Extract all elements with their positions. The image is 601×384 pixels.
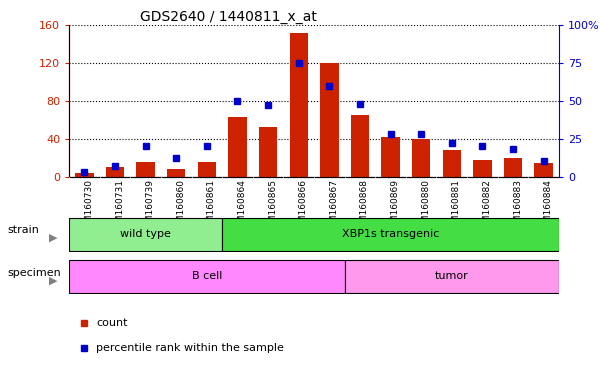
Text: GSM160866: GSM160866 xyxy=(299,179,308,233)
Bar xyxy=(136,162,155,177)
Bar xyxy=(228,117,246,177)
Text: XBP1s transgenic: XBP1s transgenic xyxy=(342,229,439,239)
Text: GSM160882: GSM160882 xyxy=(483,179,492,233)
Bar xyxy=(442,150,461,177)
Text: GSM160739: GSM160739 xyxy=(145,179,154,233)
Bar xyxy=(69,260,344,293)
Bar xyxy=(504,158,522,177)
Text: GDS2640 / 1440811_x_at: GDS2640 / 1440811_x_at xyxy=(140,10,317,23)
Bar xyxy=(259,127,277,177)
Text: GSM160861: GSM160861 xyxy=(207,179,216,233)
Text: GSM160867: GSM160867 xyxy=(329,179,338,233)
Bar xyxy=(198,162,216,177)
Text: wild type: wild type xyxy=(120,229,171,239)
Text: tumor: tumor xyxy=(435,271,469,281)
Bar xyxy=(290,33,308,177)
Bar xyxy=(69,218,222,251)
Bar xyxy=(382,137,400,177)
Text: GSM160865: GSM160865 xyxy=(268,179,277,233)
Text: B cell: B cell xyxy=(192,271,222,281)
Bar xyxy=(75,173,94,177)
Text: GSM160860: GSM160860 xyxy=(176,179,185,233)
Bar xyxy=(473,160,492,177)
Bar xyxy=(106,167,124,177)
Text: ▶: ▶ xyxy=(49,233,57,243)
Text: GSM160884: GSM160884 xyxy=(544,179,553,233)
Bar xyxy=(222,218,559,251)
Text: GSM160881: GSM160881 xyxy=(452,179,461,233)
Text: count: count xyxy=(96,318,127,328)
Text: specimen: specimen xyxy=(7,268,61,278)
Text: ▶: ▶ xyxy=(49,275,57,285)
Text: strain: strain xyxy=(7,225,39,235)
Text: GSM160880: GSM160880 xyxy=(421,179,430,233)
Text: GSM160868: GSM160868 xyxy=(360,179,369,233)
Text: percentile rank within the sample: percentile rank within the sample xyxy=(96,343,284,353)
Text: GSM160731: GSM160731 xyxy=(115,179,124,233)
Bar xyxy=(320,63,338,177)
Bar xyxy=(351,115,369,177)
Bar xyxy=(534,163,553,177)
Text: GSM160730: GSM160730 xyxy=(84,179,93,233)
Text: GSM160869: GSM160869 xyxy=(391,179,400,233)
Text: GSM160883: GSM160883 xyxy=(513,179,522,233)
Text: GSM160864: GSM160864 xyxy=(237,179,246,233)
Bar xyxy=(412,139,430,177)
Bar xyxy=(167,169,186,177)
Bar xyxy=(344,260,559,293)
